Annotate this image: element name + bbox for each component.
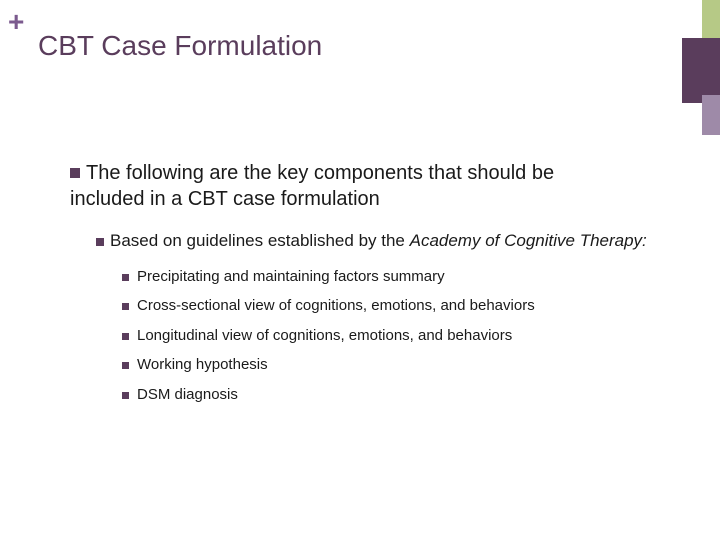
level3-item-text: Precipitating and maintaining factors su… bbox=[137, 268, 445, 285]
level1-text-a: The following are the key components tha… bbox=[86, 162, 554, 184]
square-bullet-icon bbox=[70, 168, 80, 178]
level3-item-text: Longitudinal view of cognitions, emotion… bbox=[137, 327, 512, 344]
square-bullet-icon bbox=[122, 303, 129, 310]
level3-item-text: DSM diagnosis bbox=[137, 386, 238, 403]
level3-list: Precipitating and maintaining factors su… bbox=[122, 267, 660, 405]
slide-title: CBT Case Formulation bbox=[38, 30, 322, 62]
bullet-level3: Precipitating and maintaining factors su… bbox=[122, 267, 660, 287]
square-bullet-icon bbox=[122, 362, 129, 369]
bullet-level3: Working hypothesis bbox=[122, 355, 660, 375]
decor-block-lavender bbox=[702, 95, 720, 135]
level2-prefix: Based on guidelines established by the bbox=[110, 231, 410, 250]
bullet-level3: Cross-sectional view of cognitions, emot… bbox=[122, 296, 660, 316]
slide-content: The following are the key components tha… bbox=[70, 160, 660, 414]
square-bullet-icon bbox=[122, 392, 129, 399]
level1-text-b: included in a CBT case formulation bbox=[70, 188, 380, 210]
level3-item-text: Cross-sectional view of cognitions, emot… bbox=[137, 297, 535, 314]
square-bullet-icon bbox=[96, 238, 104, 246]
bullet-level3: Longitudinal view of cognitions, emotion… bbox=[122, 326, 660, 346]
square-bullet-icon bbox=[122, 333, 129, 340]
plus-icon: + bbox=[8, 8, 24, 36]
level2-italic: Academy of Cognitive Therapy: bbox=[410, 231, 647, 250]
bullet-level2: Based on guidelines established by the A… bbox=[96, 230, 660, 253]
square-bullet-icon bbox=[122, 274, 129, 281]
bullet-level3: DSM diagnosis bbox=[122, 385, 660, 405]
decor-block-purple bbox=[682, 38, 720, 103]
level3-item-text: Working hypothesis bbox=[137, 356, 268, 373]
corner-decoration bbox=[670, 0, 720, 140]
bullet-level1: The following are the key components tha… bbox=[70, 160, 660, 212]
